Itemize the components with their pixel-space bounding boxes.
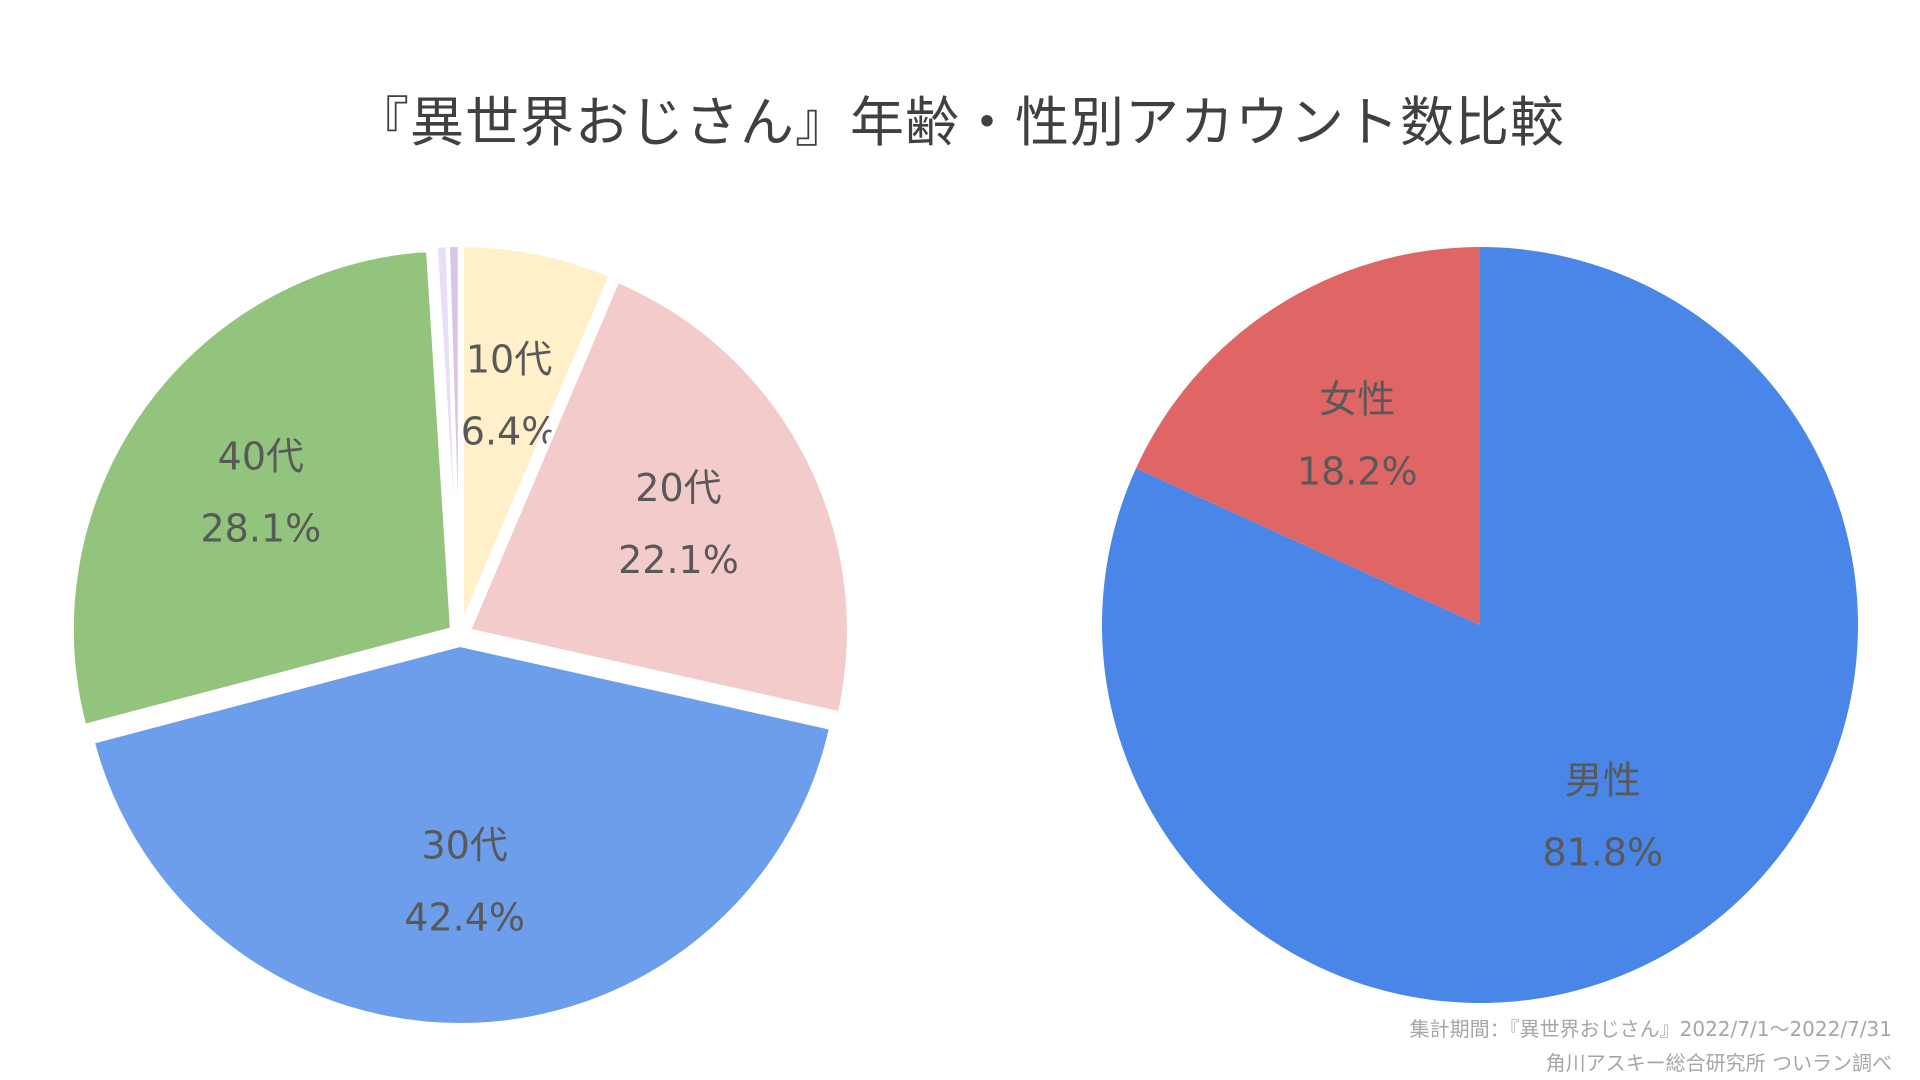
slice-value-label: 42.4% [404, 896, 525, 940]
slice-value-label: 28.1% [200, 506, 321, 550]
slice-value-label: 18.2% [1297, 449, 1418, 493]
age-pie-chart: 10代 6.4% 20代 22.1% 30代 42.4% 40代 28.1% [69, 243, 851, 1027]
pie-slice [90, 642, 834, 1027]
slice-category-label: 30代 [421, 824, 507, 868]
slice-category-label: 40代 [218, 434, 304, 478]
slice-value-label: 22.1% [618, 538, 739, 582]
pie-slice [1135, 246, 1480, 626]
gender-pie-chart: 男性 81.8% 女性 18.2% [1102, 246, 1858, 1003]
pie-slice [466, 278, 851, 716]
pie-slice [459, 243, 614, 626]
slice-category-label: 20代 [635, 466, 721, 510]
pie-slice [69, 247, 454, 729]
slice-category-label: 10代 [466, 337, 552, 381]
slice-value-label: 81.8% [1542, 831, 1663, 875]
chart-title: 『異世界おじさん』年齢・性別アカウント数比較 [355, 91, 1565, 154]
slice-category-label: 男性 [1565, 759, 1641, 803]
footnote-source: 角川アスキー総合研究所 ついラン調べ [1545, 1051, 1892, 1075]
slice-category-label: 女性 [1319, 377, 1395, 421]
slice-value-label: 6.4% [461, 409, 558, 453]
footnote-period: 集計期間：『異世界おじさん』2022/7/1～2022/7/31 [1409, 1017, 1892, 1041]
pie-slice [445, 243, 462, 626]
